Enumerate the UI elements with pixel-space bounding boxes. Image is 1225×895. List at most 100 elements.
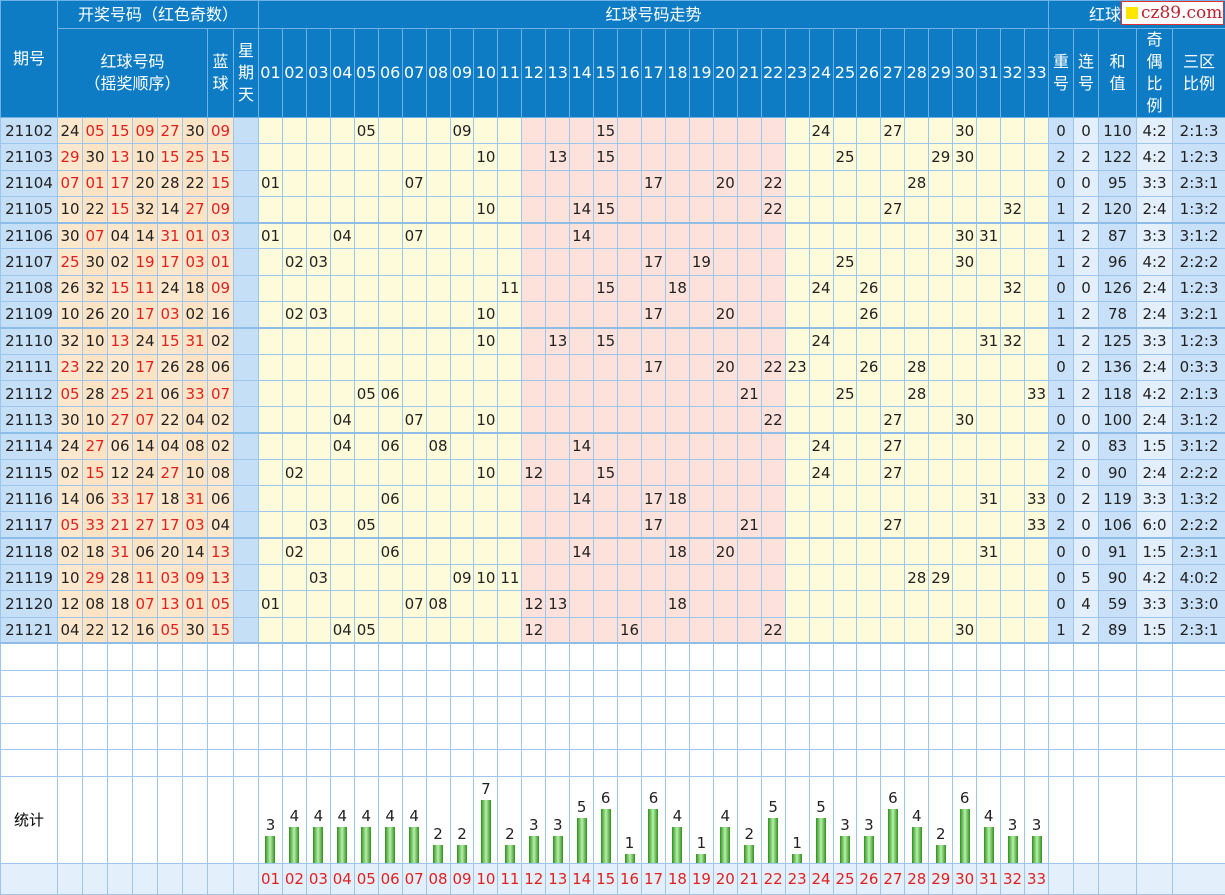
stats-bar-value: 4 bbox=[283, 807, 306, 825]
red-ball-cell: 17 bbox=[133, 486, 158, 512]
trend-hit-cell: 17 bbox=[642, 512, 666, 538]
zone-ratio-cell: 3:1:2 bbox=[1173, 407, 1225, 433]
trend-col-12: 12 bbox=[522, 29, 546, 118]
trend-cell bbox=[977, 249, 1001, 275]
empty-cell bbox=[83, 697, 108, 724]
repeat-cell: 2 bbox=[1049, 512, 1074, 538]
trend-cell bbox=[737, 144, 761, 170]
trend-cell bbox=[378, 118, 402, 144]
trend-cell bbox=[977, 170, 1001, 196]
trend-cell bbox=[594, 617, 618, 643]
trend-cell bbox=[833, 302, 857, 328]
zone-ratio-cell: 0:3:3 bbox=[1173, 354, 1225, 380]
trend-cell bbox=[618, 538, 642, 564]
empty-cell bbox=[183, 643, 208, 670]
trend-cell bbox=[282, 144, 306, 170]
trend-cell bbox=[498, 249, 522, 275]
consecutive-cell: 5 bbox=[1074, 565, 1099, 591]
trend-hit-cell: 05 bbox=[354, 617, 378, 643]
stats-bar bbox=[912, 827, 922, 863]
empty-cell bbox=[306, 750, 330, 777]
trend-hit-cell: 24 bbox=[809, 275, 833, 301]
footer-number: 23 bbox=[785, 863, 809, 894]
trend-cell bbox=[929, 380, 953, 406]
red-ball-cell: 22 bbox=[158, 407, 183, 433]
trend-cell bbox=[977, 144, 1001, 170]
trend-cell bbox=[259, 380, 283, 406]
trend-hit-cell: 27 bbox=[881, 512, 905, 538]
empty-cell bbox=[259, 670, 283, 697]
trend-cell bbox=[857, 196, 881, 222]
footer-number: 13 bbox=[546, 863, 570, 894]
trend-cell bbox=[689, 512, 713, 538]
empty-cell bbox=[208, 670, 234, 697]
weekday-cell bbox=[234, 591, 259, 617]
trend-cell bbox=[833, 196, 857, 222]
trend-col-19: 19 bbox=[689, 29, 713, 118]
trend-cell bbox=[1025, 328, 1049, 354]
empty-cell bbox=[58, 776, 83, 863]
trend-cell bbox=[929, 486, 953, 512]
sum-cell: 100 bbox=[1099, 407, 1137, 433]
cz89-logo[interactable]: cz89.com bbox=[1121, 1, 1224, 25]
trend-cell bbox=[905, 223, 929, 249]
red-ball-cell: 33 bbox=[108, 486, 133, 512]
blue-ball-cell: 02 bbox=[208, 407, 234, 433]
weekday-cell bbox=[234, 512, 259, 538]
blue-ball-cell: 09 bbox=[208, 275, 234, 301]
trend-hit-cell: 10 bbox=[474, 565, 498, 591]
trend-cell bbox=[737, 223, 761, 249]
stats-bar-value: 4 bbox=[379, 807, 402, 825]
trend-cell bbox=[522, 565, 546, 591]
empty-cell bbox=[108, 863, 133, 894]
stats-bar-value: 1 bbox=[618, 834, 641, 852]
trend-cell bbox=[857, 223, 881, 249]
red-ball-cell: 23 bbox=[58, 354, 83, 380]
issue-cell: 21109 bbox=[1, 302, 58, 328]
trend-cell bbox=[570, 407, 594, 433]
empty-cell bbox=[234, 643, 259, 670]
trend-cell bbox=[570, 354, 594, 380]
repeat-header: 重号 bbox=[1049, 29, 1074, 118]
trend-hit-cell: 06 bbox=[378, 380, 402, 406]
empty-cell bbox=[737, 670, 761, 697]
empty-cell bbox=[785, 643, 809, 670]
trend-hit-cell: 32 bbox=[1001, 275, 1025, 301]
empty-cell bbox=[1137, 697, 1173, 724]
empty-cell bbox=[642, 723, 666, 750]
sum-cell: 126 bbox=[1099, 275, 1137, 301]
trend-cell bbox=[450, 407, 474, 433]
repeat-cell: 0 bbox=[1049, 538, 1074, 564]
trend-hit-cell: 14 bbox=[570, 486, 594, 512]
trend-cell bbox=[857, 512, 881, 538]
trend-col-29: 29 bbox=[929, 29, 953, 118]
trend-cell bbox=[713, 380, 737, 406]
trend-hit-cell: 06 bbox=[378, 433, 402, 459]
trend-cell bbox=[330, 196, 354, 222]
empty-cell bbox=[809, 723, 833, 750]
red-ball-cell: 20 bbox=[158, 538, 183, 564]
footer-number: 15 bbox=[594, 863, 618, 894]
trend-hit-cell: 32 bbox=[1001, 196, 1025, 222]
empty-cell bbox=[737, 750, 761, 777]
empty-cell bbox=[905, 670, 929, 697]
trend-cell bbox=[474, 275, 498, 301]
issue-cell: 21115 bbox=[1, 459, 58, 485]
issue-cell: 21103 bbox=[1, 144, 58, 170]
empty-cell bbox=[354, 643, 378, 670]
red-ball-cell: 06 bbox=[108, 433, 133, 459]
red-ball-cell: 11 bbox=[133, 565, 158, 591]
trend-hit-cell: 04 bbox=[330, 407, 354, 433]
trend-cell bbox=[402, 380, 426, 406]
trend-cell bbox=[905, 328, 929, 354]
trend-cell bbox=[785, 591, 809, 617]
empty-cell bbox=[1099, 670, 1137, 697]
issue-cell: 21113 bbox=[1, 407, 58, 433]
trend-hit-cell: 18 bbox=[665, 486, 689, 512]
trend-cell bbox=[259, 433, 283, 459]
trend-cell bbox=[1001, 170, 1025, 196]
empty-cell bbox=[498, 697, 522, 724]
empty-cell bbox=[857, 697, 881, 724]
